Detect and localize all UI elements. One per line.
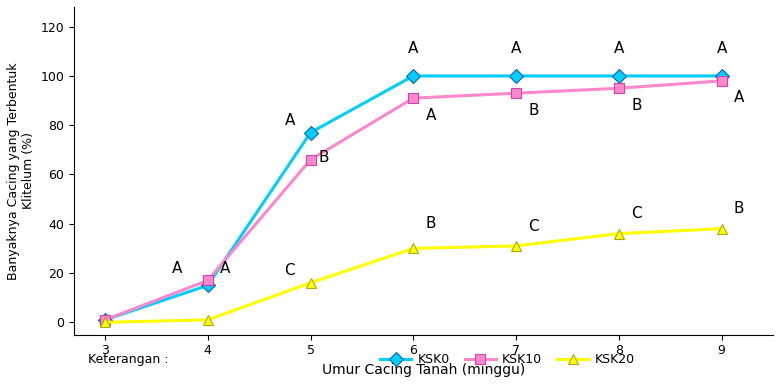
Text: C: C	[528, 219, 539, 234]
Text: B: B	[734, 201, 744, 216]
Text: A: A	[717, 41, 727, 56]
Text: B: B	[426, 216, 436, 231]
X-axis label: Umur Cacing Tanah (minggu): Umur Cacing Tanah (minggu)	[322, 363, 525, 377]
Text: A: A	[172, 261, 182, 276]
Legend: KSK0, KSK10, KSK20: KSK0, KSK10, KSK20	[375, 348, 640, 371]
Text: C: C	[285, 263, 295, 278]
Y-axis label: Banyaknya Cacing yang Terbentuk
Klitelum (%): Banyaknya Cacing yang Terbentuk Klitelum…	[7, 62, 35, 279]
Text: A: A	[511, 41, 521, 56]
Text: Keterangan :: Keterangan :	[88, 353, 168, 367]
Text: A: A	[614, 41, 624, 56]
Text: B: B	[528, 103, 539, 118]
Text: A: A	[408, 41, 419, 56]
Text: A: A	[285, 113, 295, 128]
Text: B: B	[319, 150, 329, 165]
Text: B: B	[631, 98, 642, 113]
Text: A: A	[220, 261, 230, 276]
Text: 0: 0	[0, 391, 1, 392]
Text: A: A	[734, 91, 744, 105]
Text: B: B	[0, 391, 1, 392]
Text: C: C	[631, 206, 642, 221]
Text: A: A	[426, 108, 436, 123]
